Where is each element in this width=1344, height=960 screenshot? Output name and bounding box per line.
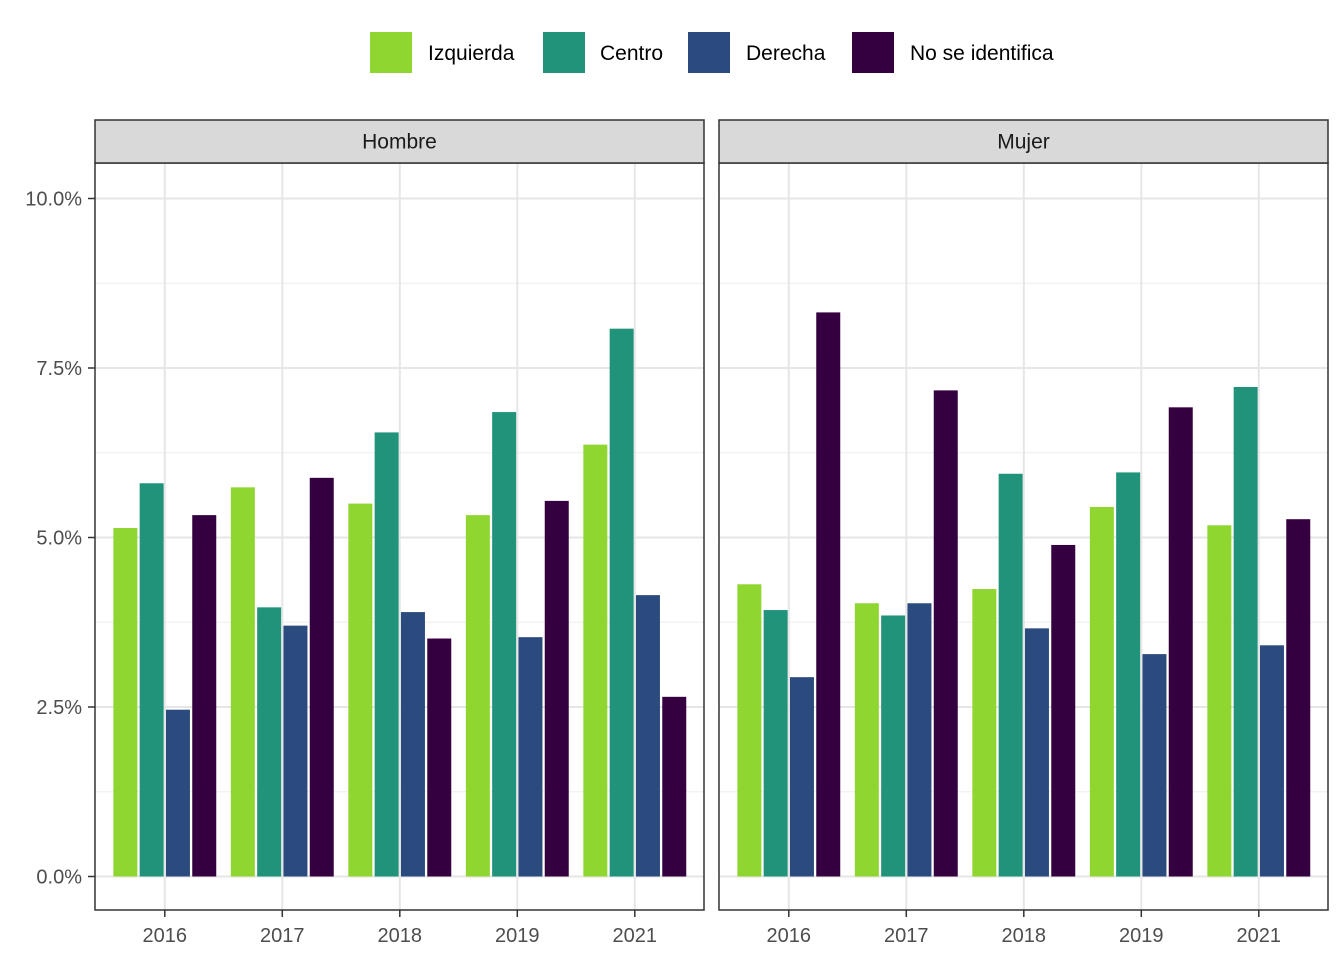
facet-strip-label-hombre: Hombre [362, 131, 437, 154]
bar-mujer-2019-derecha [1142, 654, 1167, 877]
bar-mujer-2019-izquierda [1089, 506, 1114, 877]
bar-mujer-2019-centro [1116, 472, 1141, 877]
bar-mujer-2019-no-se-identifica [1168, 407, 1193, 877]
x-tick-label-2019: 2019 [1119, 925, 1164, 947]
bar-mujer-2021-derecha [1259, 645, 1284, 877]
legend-swatch-izquierda [370, 32, 412, 73]
y-tick-label: 10.0% [25, 189, 82, 211]
bar-hombre-2021-centro [609, 328, 634, 877]
legend-swatch-no-se-identifica [852, 32, 894, 73]
bar-mujer-2018-no-se-identifica [1051, 544, 1076, 877]
bar-hombre-2017-derecha [283, 625, 308, 877]
bar-hombre-2017-no-se-identifica [309, 477, 334, 877]
bar-mujer-2021-no-se-identifica [1286, 519, 1311, 877]
bar-hombre-2021-izquierda [583, 444, 608, 877]
bar-mujer-2017-derecha [907, 603, 932, 877]
bar-mujer-2016-izquierda [737, 584, 762, 877]
bar-hombre-2019-izquierda [465, 515, 490, 877]
legend-label-centro: Centro [600, 42, 663, 65]
bar-mujer-2018-derecha [1024, 628, 1049, 877]
bar-mujer-2021-centro [1233, 386, 1258, 877]
bar-hombre-2021-no-se-identifica [662, 696, 687, 877]
bar-mujer-2017-centro [881, 615, 906, 877]
panel-mujer: Mujer 2016 2017 2018 2019 2021 [718, 119, 1329, 947]
bar-hombre-2016-no-se-identifica [192, 515, 217, 877]
bar-hombre-2016-izquierda [113, 528, 138, 877]
bar-hombre-2017-izquierda [230, 487, 255, 877]
panels: Hombre 2016 2017 2018 2019 2021 Mujer 2016 2017 2… [94, 119, 1329, 947]
y-tick-label: 7.5% [36, 358, 82, 380]
legend-swatch-centro [543, 32, 585, 73]
x-tick-label-2017: 2017 [260, 925, 305, 947]
legend-label-izquierda: Izquierda [428, 42, 515, 65]
legend-label-no-se-identifica: No se identifica [910, 42, 1054, 65]
facet-strip [94, 119, 705, 164]
x-tick-label-2016: 2016 [767, 925, 812, 947]
bar-hombre-2019-no-se-identifica [544, 500, 569, 877]
bar-hombre-2018-no-se-identifica [427, 638, 452, 877]
x-tick-label-2016: 2016 [143, 925, 188, 947]
bar-hombre-2018-derecha [400, 612, 425, 877]
x-tick-label-2021: 2021 [1237, 925, 1282, 947]
bar-mujer-2021-izquierda [1207, 525, 1232, 877]
y-tick-label: 2.5% [36, 697, 82, 719]
bar-hombre-2017-centro [257, 607, 282, 877]
y-tick-label: 0.0% [36, 867, 82, 889]
panel-hombre: Hombre 2016 2017 2018 2019 2021 [94, 119, 705, 947]
y-tick-label: 5.0% [36, 528, 82, 550]
bar-mujer-2016-derecha [789, 677, 814, 877]
legend-label-derecha: Derecha [746, 42, 826, 65]
bar-hombre-2018-centro [374, 432, 399, 877]
x-tick-label-2021: 2021 [613, 925, 658, 947]
legend: Izquierda Centro Derecha No se identifica [370, 32, 1054, 73]
y-axis: 0.0% 2.5% 5.0% 7.5% 10.0% [25, 189, 95, 889]
bar-hombre-2016-centro [139, 483, 164, 877]
bar-hombre-2019-centro [492, 412, 517, 877]
bar-hombre-2021-derecha [635, 595, 660, 877]
bar-hombre-2016-derecha [165, 709, 190, 877]
x-tick-label-2019: 2019 [495, 925, 540, 947]
facet-strip-label-mujer: Mujer [997, 131, 1050, 154]
legend-swatch-derecha [688, 32, 730, 73]
bar-mujer-2016-centro [763, 610, 788, 877]
x-tick-label-2018: 2018 [378, 925, 423, 947]
bar-mujer-2018-centro [998, 473, 1023, 877]
bar-mujer-2016-no-se-identifica [816, 312, 841, 877]
x-tick-label-2017: 2017 [884, 925, 929, 947]
bar-mujer-2017-izquierda [854, 603, 879, 877]
x-tick-label-2018: 2018 [1002, 925, 1047, 947]
facet-strip [718, 119, 1329, 164]
bar-hombre-2019-derecha [518, 637, 543, 877]
bar-hombre-2018-izquierda [348, 503, 373, 877]
bar-mujer-2018-izquierda [972, 589, 997, 877]
bar-mujer-2017-no-se-identifica [933, 390, 958, 877]
